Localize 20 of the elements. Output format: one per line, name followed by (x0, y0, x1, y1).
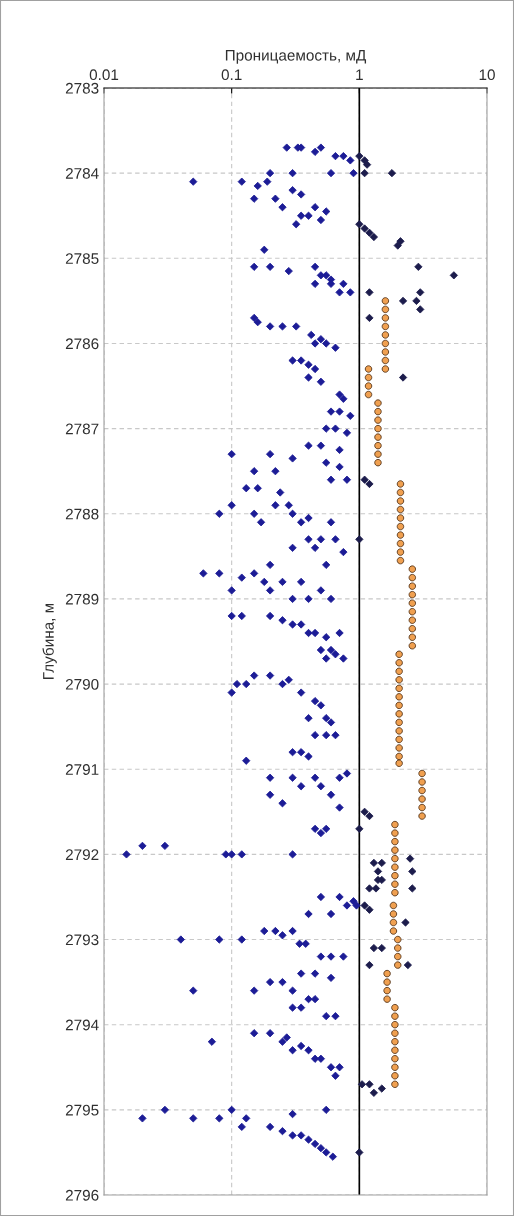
y-tick-label: 2791 (65, 764, 99, 775)
x-tick-label: 0.01 (89, 69, 119, 81)
y-tick-label: 2784 (65, 168, 99, 179)
y-tick-label: 2793 (65, 934, 99, 946)
y-tick-label: 2787 (65, 423, 99, 435)
x-axis-title: Проницаемость, мД (225, 50, 367, 64)
y-tick-label: 2794 (65, 1019, 99, 1031)
y-tick-label: 2789 (65, 593, 99, 605)
y-tick-label: 2796 (65, 1189, 99, 1201)
y-tick-label: 2783 (65, 82, 99, 94)
y-tick-label: 2786 (65, 338, 99, 350)
y-tick-label: 2795 (65, 1104, 99, 1116)
y-tick-label: 2792 (65, 849, 99, 861)
x-tick-label: 0.1 (221, 69, 242, 81)
y-tick-label: 2785 (65, 253, 99, 264)
y-tick-label: 2790 (65, 678, 99, 690)
x-tick-label: 1 (356, 69, 363, 80)
y-tick-label: 2788 (65, 508, 99, 520)
x-tick-label: 10 (479, 69, 495, 81)
y-axis-title: Глубина, м (42, 603, 57, 679)
